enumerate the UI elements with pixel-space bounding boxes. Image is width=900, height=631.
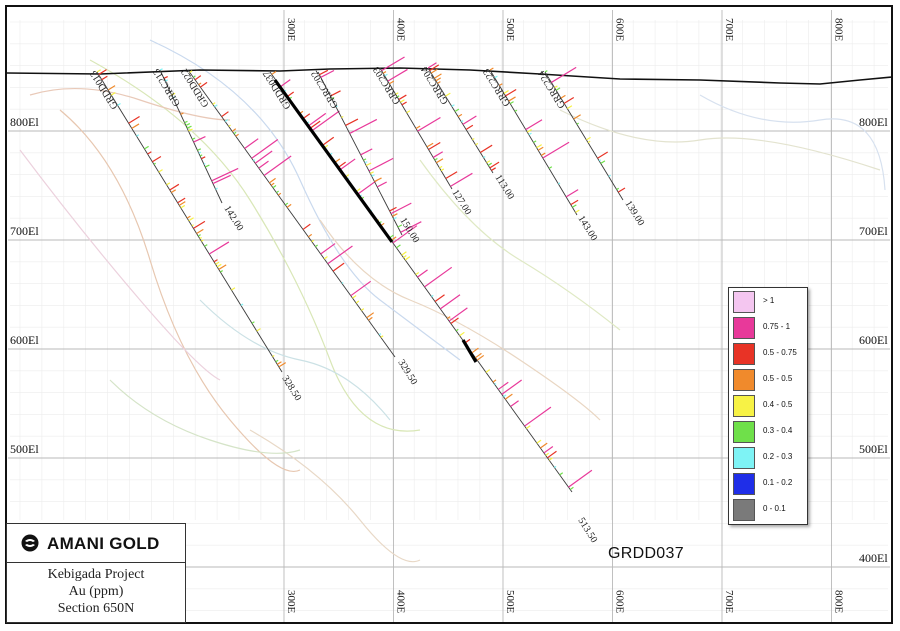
legend-swatch (733, 291, 755, 313)
drillhole-depth-label: 113.00 (492, 173, 516, 202)
legend-label: 0.5 - 0.75 (763, 348, 797, 357)
legend-swatch (733, 421, 755, 443)
drillhole-depth-label: 139.00 (622, 199, 646, 228)
elevation-label-left: 700El (10, 224, 39, 238)
elevation-label-right: 400El (859, 551, 888, 565)
legend-label: 0.5 - 0.5 (763, 374, 793, 383)
topography-surface (6, 67, 893, 85)
grade-legend: > 1 0.75 - 1 0.5 - 0.75 0.5 - 0.5 0.4 - 0.5 0… (728, 287, 808, 525)
easting-label-top: 700E (723, 18, 735, 42)
easting-label-bottom: 600E (614, 590, 626, 614)
units-label: Au (ppm) (68, 584, 124, 599)
legend-item: > 1 (733, 291, 803, 313)
legend-item: 0.2 - 0.3 (733, 447, 803, 469)
grid-labels: 300E 300E 400E 400E 500E 500E 600E 600E 700E 700E… (10, 18, 888, 614)
easting-label-top: 300E (285, 18, 297, 42)
easting-label-top: 600E (614, 18, 626, 42)
easting-label-bottom: 800E (833, 590, 845, 614)
drillhole-depth-label: 150.00 (397, 216, 421, 245)
easting-label-top: 800E (833, 18, 845, 42)
legend-swatch (733, 447, 755, 469)
easting-label-bottom: 500E (504, 590, 516, 614)
highlight-intercept (273, 79, 394, 243)
easting-label-top: 500E (504, 18, 516, 42)
amani-logo-icon (21, 534, 39, 552)
elevation-label-right: 600El (859, 333, 888, 347)
legend-item: 0.1 - 0.2 (733, 473, 803, 495)
legend-swatch (733, 499, 755, 521)
legend-label: 0.2 - 0.3 (763, 452, 793, 461)
legend-item: 0.5 - 0.5 (733, 369, 803, 391)
legend-label: 0.75 - 1 (763, 322, 791, 331)
title-block: AMANI GOLD Kebigada Project Au (ppm) Sec… (6, 523, 186, 623)
section-label: Section 650N (57, 601, 135, 616)
drillhole-callout: GRDD037 (608, 545, 684, 562)
legend-label: 0.3 - 0.4 (763, 426, 793, 435)
drillhole-grdd037: GRDD037 513.50 (261, 68, 599, 545)
drillhole-name: GRRC203 (371, 64, 403, 106)
legend-swatch (733, 473, 755, 495)
elevation-label-left: 800El (10, 115, 39, 129)
drillhole-name: GRDD037 (261, 68, 293, 111)
legend-item: 0.3 - 0.4 (733, 421, 803, 443)
legend-swatch (733, 395, 755, 417)
legend-label: 0.1 - 0.2 (763, 478, 793, 487)
elevation-label-right: 800El (859, 115, 888, 129)
easting-label-top: 400E (395, 18, 407, 42)
drillhole-depth-label: 513.50 (575, 516, 599, 545)
legend-label: > 1 (763, 296, 775, 305)
drillhole-traces: GRDD013328.50GRRC213142.00GRDD022329.50G… (88, 56, 646, 545)
elevation-label-left: 600El (10, 333, 39, 347)
elevation-label-right: 500El (859, 442, 888, 456)
highlight-intercept (461, 339, 478, 363)
project-name: Kebigada Project (47, 567, 145, 582)
legend-swatch (733, 317, 755, 339)
legend-item: 0.4 - 0.5 (733, 395, 803, 417)
legend-item: 0 - 0.1 (733, 499, 803, 521)
legend-label: 0.4 - 0.5 (763, 400, 793, 409)
topography-line (6, 67, 893, 85)
background-contours (19, 39, 886, 563)
elevation-label-left: 500El (10, 442, 39, 456)
easting-label-bottom: 700E (723, 590, 735, 614)
legend-swatch (733, 343, 755, 365)
legend-item: 0.75 - 1 (733, 317, 803, 339)
company-name: AMANI GOLD (47, 534, 160, 553)
easting-label-bottom: 300E (285, 590, 297, 614)
legend-item: 0.5 - 0.75 (733, 343, 803, 365)
elevation-label-right: 700El (859, 224, 888, 238)
easting-label-bottom: 400E (395, 590, 407, 614)
legend-label: 0 - 0.1 (763, 504, 786, 513)
legend-swatch (733, 369, 755, 391)
drillhole-depth-label: 329.50 (395, 358, 419, 387)
company-logo-row: AMANI GOLD (7, 524, 185, 563)
